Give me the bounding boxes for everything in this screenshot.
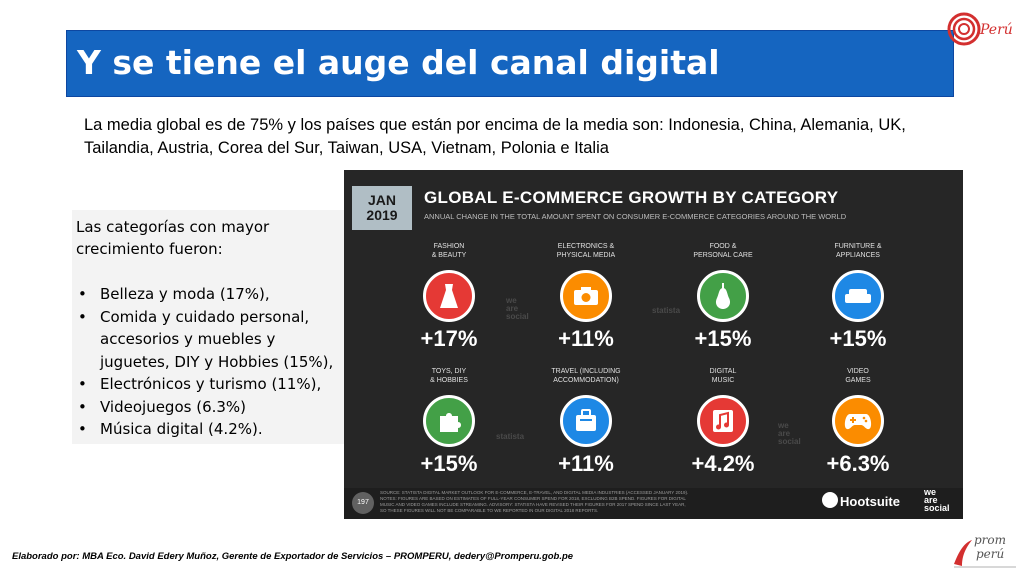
ecommerce-growth-infographic: JAN 2019 GLOBAL E-COMMERCE GROWTH BY CAT… <box>344 170 963 519</box>
category-value: +15% <box>420 451 478 476</box>
category-travel: TRAVEL (INCLUDING ACCOMMODATION) +11% <box>521 367 651 477</box>
sofa-icon <box>832 270 884 322</box>
source-note: SOURCE: STATISTA DIGITAL MARKET OUTLOOK … <box>380 490 689 513</box>
badge-year: 2019 <box>366 207 398 223</box>
infographic-title: GLOBAL E-COMMERCE GROWTH BY CATEGORY <box>424 188 839 207</box>
hootsuite-logo: Hootsuite <box>840 494 900 509</box>
list-item: Electrónicos y turismo (11%), <box>76 373 344 396</box>
category-value: +15% <box>829 326 887 351</box>
puzzle-icon <box>423 395 475 447</box>
wearesocial-watermark: we are social <box>506 296 529 321</box>
promperu-logo: prom perú <box>954 533 1016 568</box>
gamepad-icon <box>832 395 884 447</box>
category-toys-diy-hobbies: TOYS, DIY & HOBBIES +15% <box>384 367 514 477</box>
category-label: FASHION & BEAUTY <box>431 243 467 259</box>
list-item: Comida y cuidado personal, accesorios y … <box>76 306 344 374</box>
statista-watermark: statista <box>496 432 525 441</box>
category-digital-music: DIGITAL MUSIC +4.2% <box>658 367 788 477</box>
category-fashion-beauty: FASHION & BEAUTY +17% <box>384 242 514 352</box>
pear-icon <box>697 270 749 322</box>
category-label: FOOD & PERSONAL CARE <box>693 243 753 259</box>
category-label: ELECTRONICS & PHYSICAL MEDIA <box>556 243 616 259</box>
slide-subtitle: La media global es de 75% y los países q… <box>84 116 906 157</box>
dress-icon <box>423 270 475 322</box>
suitcase-icon <box>560 395 612 447</box>
svg-text:prom: prom <box>974 533 1006 547</box>
svg-text:perú: perú <box>976 547 1004 561</box>
list-item: Videojuegos (6.3%) <box>76 396 344 419</box>
category-video-games: VIDEO GAMES +6.3% <box>793 367 923 477</box>
music-note-icon <box>697 395 749 447</box>
category-label: DIGITAL MUSIC <box>709 368 737 384</box>
page-number: 197 <box>352 492 374 514</box>
category-food-personal-care: FOOD & PERSONAL CARE +15% <box>658 242 788 352</box>
statista-watermark: statista <box>652 306 681 315</box>
summary-list: Belleza y moda (17%), Comida y cuidado p… <box>76 283 344 441</box>
categories-summary-box: Las categorías con mayor crecimiento fue… <box>72 210 344 444</box>
category-value: +6.3% <box>826 451 890 476</box>
peru-logo: Perú <box>947 12 1013 46</box>
summary-intro: Las categorías con mayor crecimiento fue… <box>76 218 270 258</box>
wearesocial-logo: we are social <box>924 487 950 513</box>
category-value: +17% <box>420 326 478 351</box>
category-value: +4.2% <box>691 451 755 476</box>
category-label: TRAVEL (INCLUDING ACCOMMODATION) <box>551 368 621 384</box>
category-value: +11% <box>558 326 614 351</box>
list-item: Belleza y moda (17%), <box>76 283 344 306</box>
category-electronics: ELECTRONICS & PHYSICAL MEDIA +11% <box>521 242 651 352</box>
category-label: TOYS, DIY & HOBBIES <box>430 368 468 384</box>
camera-icon <box>560 270 612 322</box>
svg-text:Perú: Perú <box>979 22 1013 38</box>
infographic-subtitle: ANNUAL CHANGE IN THE TOTAL AMOUNT SPENT … <box>424 212 847 221</box>
list-item: Música digital (4.2%). <box>76 418 344 441</box>
owl-icon <box>822 492 838 508</box>
category-label: VIDEO GAMES <box>845 368 871 384</box>
category-label: FURNITURE & APPLIANCES <box>834 243 882 259</box>
wearesocial-watermark: we are social <box>778 421 801 446</box>
date-badge: JAN 2019 <box>352 186 412 230</box>
category-value: +11% <box>558 451 614 476</box>
infographic-footer <box>344 488 963 519</box>
slide-title-bar: Y se tiene el auge del canal digital <box>66 30 954 97</box>
author-credit: Elaborado por: MBA Eco. David Edery Muño… <box>12 551 574 562</box>
category-value: +15% <box>694 326 752 351</box>
badge-month: JAN <box>367 192 396 208</box>
category-furniture-appliances: FURNITURE & APPLIANCES +15% <box>793 242 923 352</box>
slide-title: Y se tiene el auge del canal digital <box>77 43 720 82</box>
